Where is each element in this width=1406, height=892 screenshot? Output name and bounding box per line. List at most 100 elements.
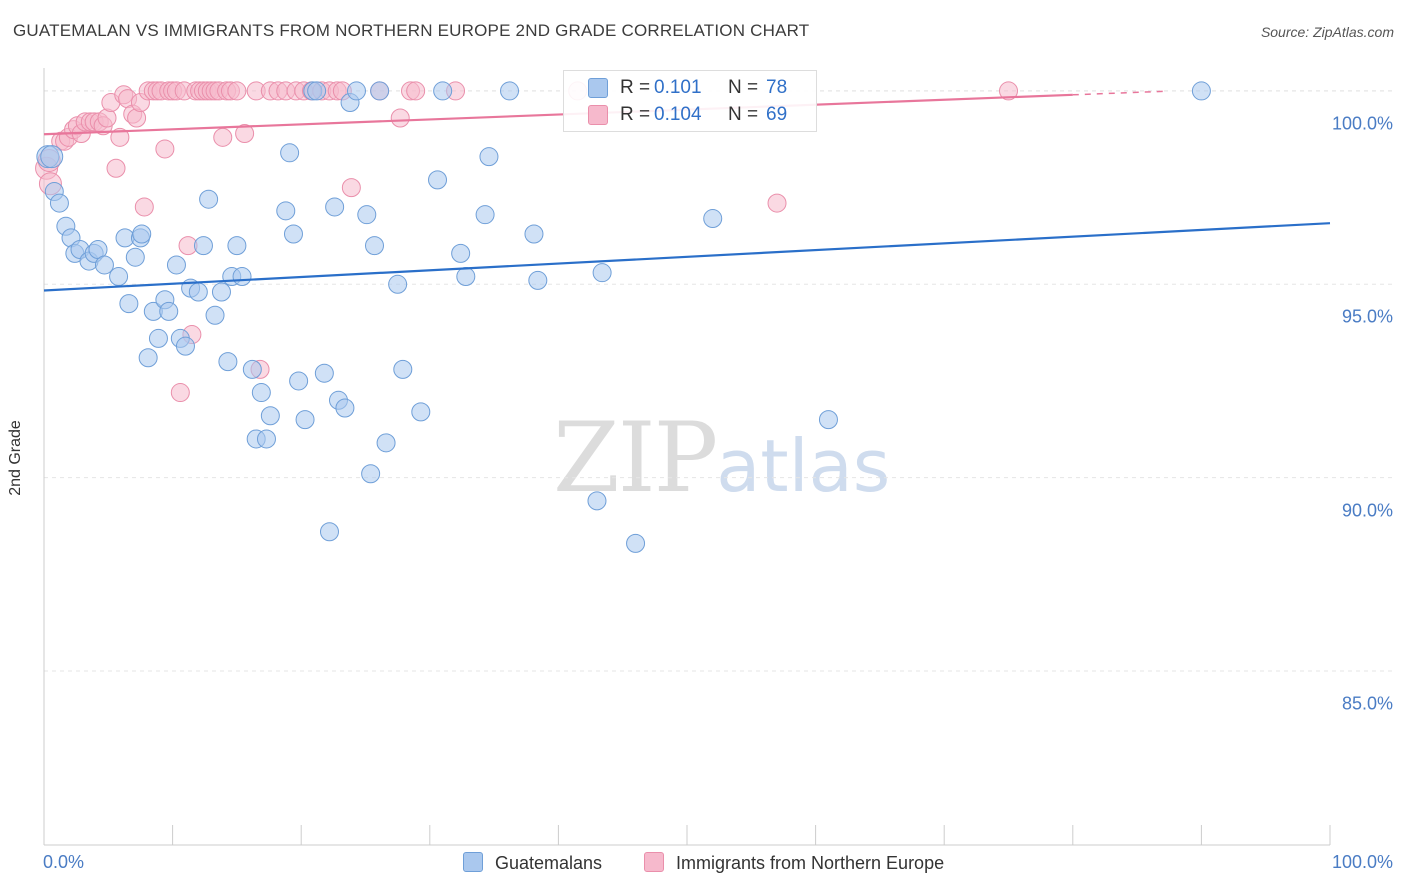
legend-swatch-pink [644, 852, 664, 872]
trend-line-northern-europe-extension [1072, 90, 1163, 96]
x-tick-label-max: 100.0% [1331, 852, 1393, 872]
x-tick-label-min: 0.0% [43, 852, 85, 872]
point-guatemalans [388, 274, 408, 294]
legend-n-label: N = [728, 77, 759, 98]
legend-label-guatemalans: Guatemalans [495, 853, 603, 873]
point-northern-europe [406, 81, 426, 101]
legend-n-value: 69 [766, 104, 788, 125]
point-northern-europe [235, 123, 255, 143]
source-note: Source: ZipAtlas.com [1260, 24, 1394, 40]
point-guatemalans [138, 348, 158, 368]
trend-line-guatemalans [43, 222, 1331, 292]
point-guatemalans [319, 522, 339, 542]
point-guatemalans [528, 270, 548, 290]
point-guatemalans [159, 301, 179, 321]
point-northern-europe [999, 81, 1018, 101]
point-guatemalans [132, 224, 152, 244]
y-axis-label: 2nd Grade [7, 420, 24, 496]
point-guatemalans [587, 491, 607, 511]
legend-swatch-blue [463, 852, 483, 872]
point-guatemalans [199, 189, 219, 209]
point-guatemalans [109, 267, 129, 287]
point-guatemalans [370, 81, 390, 101]
point-guatemalans [626, 533, 646, 553]
point-guatemalans [307, 81, 327, 101]
legend-r-value: 0.104 [654, 104, 702, 125]
point-guatemalans [295, 410, 315, 430]
point-guatemalans [475, 205, 495, 225]
point-guatemalans [227, 236, 247, 256]
series-northern-europe-points [35, 81, 1018, 403]
point-guatemalans [524, 224, 544, 244]
point-northern-europe [170, 383, 190, 403]
legend-swatch-pink [588, 105, 608, 125]
legend-n-label: N = [728, 104, 759, 125]
point-guatemalans [276, 201, 296, 221]
point-guatemalans [335, 398, 355, 418]
point-guatemalans [346, 81, 366, 101]
point-northern-europe [134, 197, 154, 217]
point-guatemalans [119, 294, 139, 314]
point-guatemalans [357, 205, 377, 225]
watermark-zip: ZIP [553, 402, 718, 514]
point-northern-europe [341, 178, 361, 198]
grid-lines [44, 90, 1392, 672]
point-guatemalans [148, 328, 168, 348]
point-guatemalans [251, 383, 271, 403]
legend-r-label: R = [620, 77, 651, 98]
point-guatemalans [818, 410, 838, 430]
trend-line-northern-europe [43, 93, 1073, 136]
watermark: ZIPatlas [553, 402, 890, 514]
axes [43, 68, 1331, 846]
point-guatemalans [1191, 81, 1211, 101]
point-northern-europe [390, 108, 410, 128]
point-northern-europe [155, 139, 175, 159]
point-guatemalans [365, 236, 385, 256]
point-guatemalans [260, 406, 280, 426]
point-guatemalans [280, 143, 300, 163]
point-northern-europe [110, 127, 130, 147]
point-guatemalans [592, 263, 612, 283]
point-guatemalans [283, 224, 303, 244]
point-guatemalans [175, 336, 195, 356]
point-guatemalans [289, 371, 309, 391]
series-guatemalans-points [36, 81, 1211, 553]
point-guatemalans [232, 267, 252, 287]
y-tick-label: 90.0% [1341, 500, 1393, 521]
point-guatemalans [125, 247, 145, 267]
point-guatemalans [94, 255, 114, 275]
point-guatemalans [451, 243, 471, 263]
point-guatemalans [500, 81, 520, 101]
point-guatemalans [393, 359, 413, 379]
legend-swatch-blue [588, 78, 608, 98]
legend-r-value: 0.101 [654, 77, 702, 98]
point-guatemalans [428, 170, 448, 190]
legend-n-value: 78 [766, 77, 788, 98]
point-guatemalans [411, 402, 431, 422]
point-northern-europe [227, 81, 247, 101]
chart-title: GUATEMALAN VS IMMIGRANTS FROM NORTHERN E… [13, 21, 810, 40]
point-guatemalans [456, 267, 476, 287]
point-guatemalans [205, 305, 225, 325]
y-tick-label: 100.0% [1331, 113, 1393, 134]
point-guatemalans [166, 255, 186, 275]
legend-item-guatemalans: Guatemalans [463, 852, 602, 874]
legend-r-label: R = [620, 104, 651, 125]
point-guatemalans [325, 197, 345, 217]
trend-lines [43, 90, 1331, 292]
point-guatemalans [211, 282, 231, 302]
y-tick-label: 95.0% [1341, 306, 1393, 327]
point-guatemalans [256, 429, 276, 449]
y-tick-label: 85.0% [1341, 693, 1393, 714]
point-guatemalans [376, 433, 396, 453]
legend-label-northern-europe: Immigrants from Northern Europe [676, 853, 945, 873]
watermark-atlas: atlas [716, 424, 891, 508]
point-guatemalans [49, 193, 69, 213]
point-guatemalans [314, 363, 334, 383]
point-guatemalans [242, 359, 262, 379]
point-northern-europe [767, 193, 787, 213]
point-guatemalans [188, 282, 208, 302]
point-guatemalans [361, 464, 381, 484]
legend-item-northern-europe: Immigrants from Northern Europe [644, 852, 944, 874]
